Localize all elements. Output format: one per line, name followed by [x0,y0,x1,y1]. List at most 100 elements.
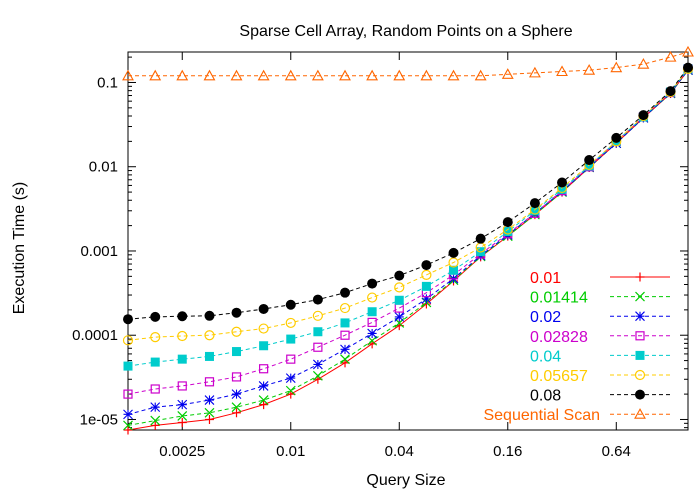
data-point [394,303,404,313]
series-line [127,68,689,395]
axes: 0.0025 0.01 0.04 0.16 0.64 1e-05 0.0001 0.001 0.… [72,51,689,460]
series-line [127,67,689,320]
legend-marker [635,311,645,322]
series-line [128,51,689,77]
series-0 [123,65,693,435]
data-point [204,330,215,341]
data-point [611,132,622,143]
x-tick-label: 0.01 [276,443,305,460]
data-point [122,69,134,81]
data-point [177,354,187,364]
data-point [312,370,323,381]
data-point [123,420,133,431]
data-point [150,384,160,394]
y-tick-label: 0.01 [89,159,118,176]
data-point [204,414,214,424]
y-axis-label: Execution Time (s) [11,182,28,314]
data-point [420,69,433,81]
data-point [665,86,676,97]
data-point [556,65,568,77]
legend-marker [635,272,645,282]
data-point [367,278,378,289]
data-point [176,69,189,81]
y-tick-label: 0.1 [97,74,118,91]
data-point [339,69,351,81]
data-point [638,110,649,121]
series-layer [122,45,694,435]
data-point [367,292,378,303]
legend-label: 0.02 [530,309,561,326]
series-line [127,69,689,426]
data-point [204,407,215,418]
x-tick-label: 0.64 [602,443,631,460]
data-point [313,342,323,352]
data-point [447,69,460,81]
data-point [448,257,459,268]
data-point [284,69,297,81]
legend-marker [635,389,645,400]
data-point [258,323,269,334]
data-point [312,294,323,305]
series-4 [123,64,693,371]
data-point [177,399,188,410]
data-point [449,265,459,275]
data-point [637,58,650,69]
data-point [231,389,242,400]
legend-label: 0.04 [530,348,561,365]
series-7 [122,45,694,81]
data-point [123,409,133,420]
data-point [231,372,242,382]
data-point [150,420,160,430]
series-line [127,69,689,431]
data-point [285,317,296,329]
data-point [529,198,540,209]
series-1 [123,65,693,431]
series-6 [123,62,693,325]
data-point [259,341,269,351]
data-point [123,425,133,435]
data-point [584,155,595,166]
data-point [122,335,134,346]
series-5 [122,63,694,346]
data-point [366,69,379,81]
data-point [584,161,594,171]
data-point [683,62,693,73]
data-point [286,354,296,364]
data-point [557,177,568,188]
data-point [340,318,350,328]
legend-label: 0.01 [530,270,561,287]
data-point [177,330,188,342]
data-point [367,335,378,346]
data-point [258,395,269,405]
data-point [448,247,459,258]
data-point [474,69,487,81]
data-point [259,400,269,410]
data-point [312,310,323,321]
data-point [123,314,133,325]
data-point [311,69,324,81]
legend-label: 0.08 [530,388,561,405]
data-point [394,295,404,305]
data-point [232,408,242,418]
data-point [285,299,296,310]
x-tick-label: 0.16 [493,443,522,460]
series-2 [123,65,693,420]
data-point [367,317,377,327]
legend-marker [634,408,646,419]
data-point [340,330,350,340]
data-point [150,415,161,426]
data-point [530,206,540,216]
data-point [150,332,161,343]
data-point [583,64,596,75]
data-point [177,311,188,322]
data-point [204,377,215,387]
y-tick-label: 0.001 [80,243,118,260]
legend-marker [635,331,645,341]
data-point [421,269,432,281]
legend-label: Sequential Scan [483,407,600,424]
data-point [231,402,242,413]
data-point [367,307,377,317]
data-point [610,61,623,73]
